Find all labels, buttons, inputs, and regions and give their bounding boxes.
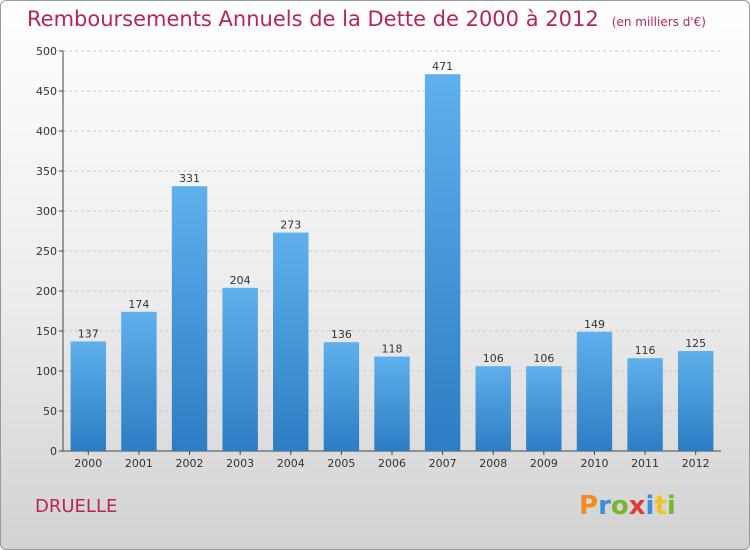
data-label: 273	[280, 219, 301, 232]
data-label: 106	[533, 352, 554, 365]
logo-letter: P	[579, 491, 599, 521]
data-label: 136	[331, 328, 352, 341]
x-tick-label: 2011	[631, 457, 659, 470]
y-tick-label: 0	[50, 445, 57, 458]
proxiti-logo: Proxiti	[579, 491, 676, 521]
logo-letter: r	[598, 491, 611, 521]
y-tick-label: 350	[36, 165, 57, 178]
labels: 0 50 100 150 200 250 300 350 400 450 500 137 2000 174…	[36, 45, 710, 470]
x-tick-label: 2012	[682, 457, 710, 470]
x-tick-label: 2002	[176, 457, 204, 470]
commune-name: DRUELLE	[35, 496, 118, 517]
bar	[475, 366, 511, 451]
y-tick-label: 450	[36, 85, 57, 98]
data-label: 125	[685, 337, 706, 350]
data-label: 471	[432, 60, 453, 73]
x-tick-label: 2001	[125, 457, 153, 470]
y-tick-label: 300	[36, 205, 57, 218]
bar	[424, 74, 461, 451]
bars	[70, 74, 714, 451]
x-tick-label: 2004	[277, 457, 305, 470]
x-tick-label: 2005	[327, 457, 355, 470]
title-row: Remboursements Annuels de la Dette de 20…	[27, 7, 706, 31]
bar	[526, 366, 562, 451]
bar	[374, 356, 410, 451]
data-label: 118	[382, 343, 403, 356]
y-tick-label: 50	[43, 405, 57, 418]
x-tick-label: 2008	[479, 457, 507, 470]
y-tick-label: 200	[36, 285, 57, 298]
logo-letter: o	[610, 491, 629, 521]
data-label: 137	[78, 327, 99, 340]
bar	[171, 186, 208, 451]
bar	[121, 311, 157, 451]
data-label: 106	[483, 352, 504, 365]
logo-letter: i	[666, 491, 676, 521]
y-tick-label: 100	[36, 365, 57, 378]
bar	[627, 358, 663, 451]
y-tick-label: 250	[36, 245, 57, 258]
bar	[677, 351, 714, 451]
y-tick-label: 150	[36, 325, 57, 338]
chart-subtitle: (en milliers d'€)	[611, 15, 706, 29]
logo-letter: t	[654, 491, 667, 521]
data-label: 204	[230, 274, 251, 287]
data-label: 116	[635, 344, 656, 357]
x-tick-label: 2006	[378, 457, 406, 470]
bar	[323, 342, 360, 451]
x-tick-label: 2010	[580, 457, 608, 470]
data-label: 331	[179, 172, 200, 185]
y-tick-label: 500	[36, 45, 57, 58]
bar	[70, 341, 107, 451]
x-tick-label: 2007	[429, 457, 457, 470]
logo-letter: i	[645, 491, 655, 521]
x-tick-label: 2000	[74, 457, 102, 470]
x-tick-label: 2003	[226, 457, 254, 470]
bar	[576, 331, 613, 451]
chart-title: Remboursements Annuels de la Dette de 20…	[27, 7, 599, 31]
x-tick-label: 2009	[530, 457, 558, 470]
logo-letter: x	[628, 491, 646, 521]
data-label: 174	[128, 298, 149, 311]
bar	[273, 232, 309, 451]
y-tick-label: 400	[36, 125, 57, 138]
bar	[222, 287, 258, 451]
data-label: 149	[584, 318, 605, 331]
